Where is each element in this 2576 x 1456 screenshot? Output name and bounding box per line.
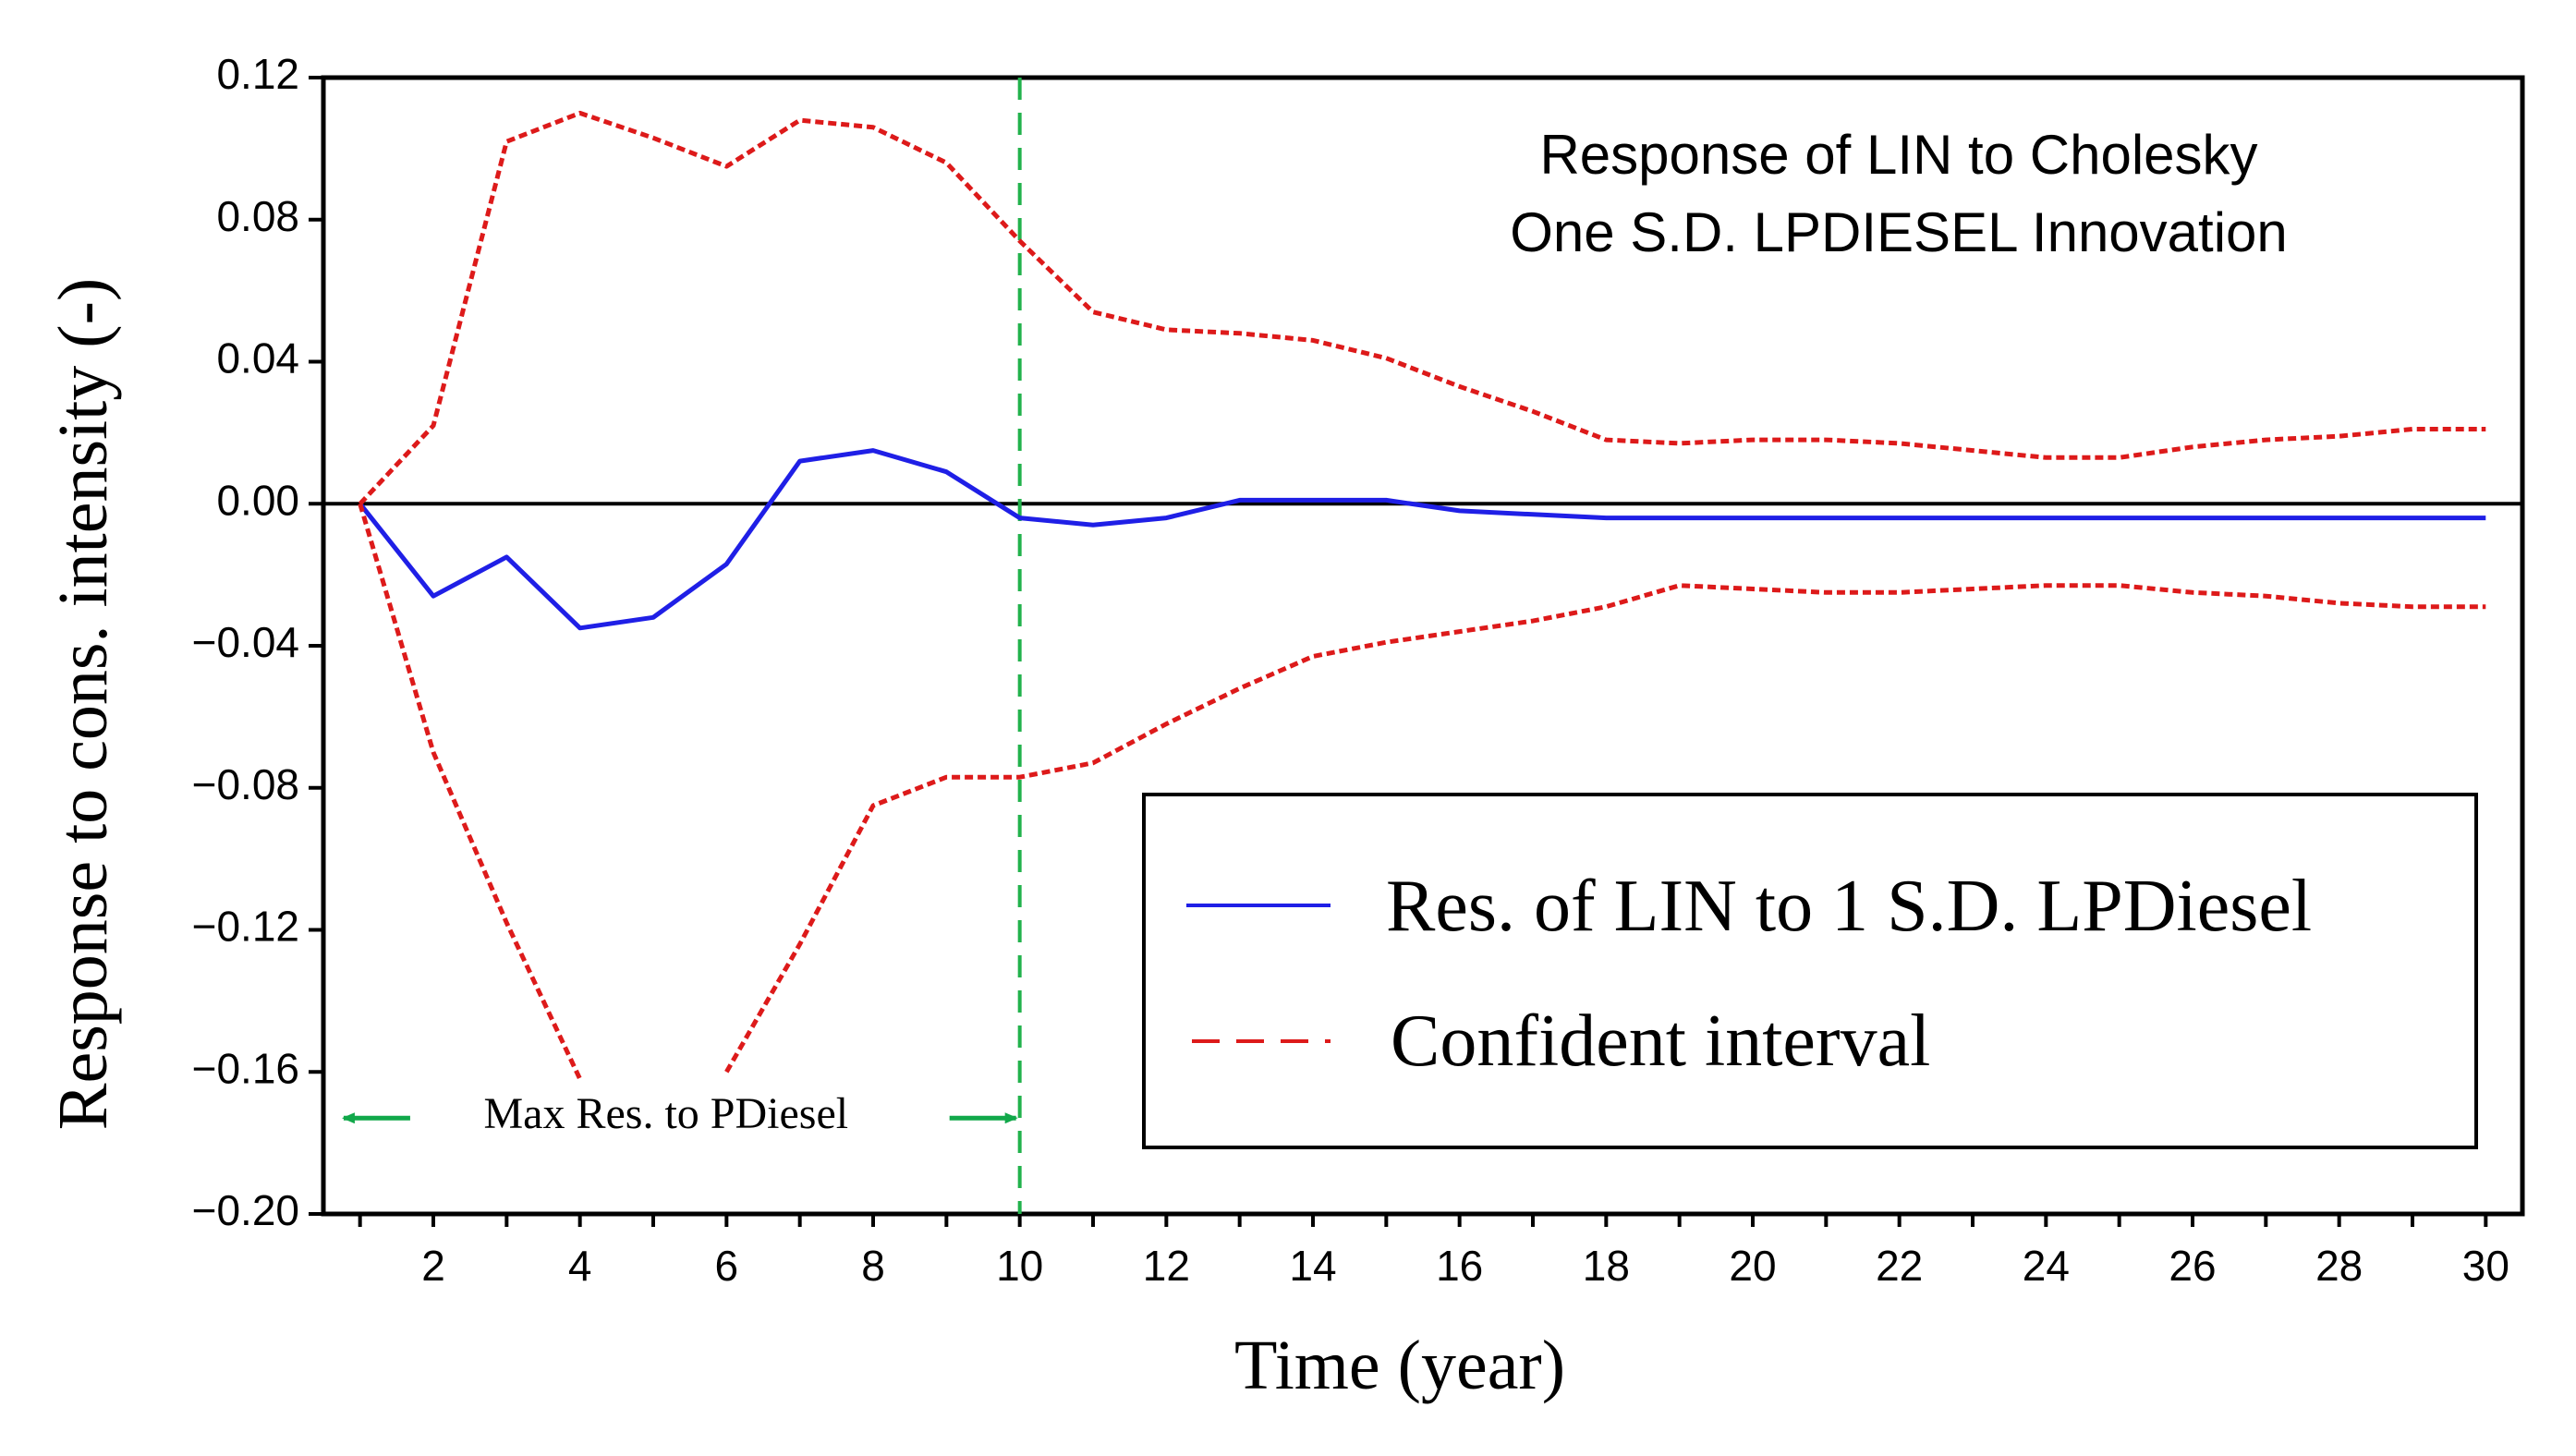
series-line-2: [724, 583, 2486, 1074]
series-line-1: [358, 110, 2486, 506]
series-line-0: [358, 448, 2486, 631]
x-tick-label: 28: [2315, 1242, 2363, 1290]
y-tick-label: 0.04: [216, 334, 299, 382]
x-tick-label: 26: [2169, 1242, 2216, 1290]
x-tick-label: 16: [1436, 1242, 1483, 1290]
x-tick-label: 2: [421, 1242, 445, 1290]
y-axis-ticks: 0.12 0.08 0.04 0.00 −0.04 −0.08 −0.12 −0.16 −0.2…: [192, 50, 323, 1234]
y-axis-label: Response to cons. intensity (-): [44, 278, 122, 1130]
x-tick-label: 14: [1289, 1242, 1336, 1290]
x-tick-label: 30: [2462, 1242, 2509, 1290]
annotation-text: Max Res. to PDiesel: [483, 1089, 848, 1138]
chart-title-line-1: Response of LIN to Cholesky: [1539, 124, 2257, 186]
x-tick-label: 4: [568, 1242, 592, 1290]
series-layer: [358, 110, 2486, 1080]
legend: Res. of LIN to 1 S.D. LPDiesel Confident…: [1142, 793, 2478, 1149]
legend-label-response: Res. of LIN to 1 S.D. LPDiesel: [1386, 866, 2312, 947]
chart-title-line-2: One S.D. LPDIESEL Innovation: [1510, 201, 2288, 263]
x-tick-label: 6: [715, 1242, 739, 1290]
y-tick-label: −0.20: [192, 1186, 299, 1234]
x-axis-label: Time (year): [1234, 1327, 1565, 1404]
y-tick-label: −0.12: [192, 903, 299, 951]
x-tick-label: 12: [1143, 1242, 1190, 1290]
y-tick-label: 0.00: [216, 476, 299, 524]
x-tick-label: 18: [1583, 1242, 1630, 1290]
x-tick-label: 8: [861, 1242, 885, 1290]
series-line-2: [358, 503, 582, 1080]
x-tick-label: 20: [1729, 1242, 1776, 1290]
x-tick-label: 10: [996, 1242, 1043, 1290]
y-tick-label: 0.08: [216, 192, 299, 240]
x-tick-label: 24: [2023, 1242, 2070, 1290]
y-tick-label: 0.12: [216, 50, 299, 98]
x-axis-ticks: 2 4 6 8 10 12 14 16 18 20 22 24 26 28 30: [358, 1214, 2509, 1290]
x-tick-label: 22: [1876, 1242, 1923, 1290]
legend-label-confidence: Confident interval: [1391, 1001, 1930, 1082]
y-tick-label: −0.08: [192, 760, 299, 808]
y-tick-label: −0.16: [192, 1044, 299, 1092]
legend-box: [1142, 793, 2478, 1149]
y-tick-label: −0.04: [192, 618, 299, 666]
